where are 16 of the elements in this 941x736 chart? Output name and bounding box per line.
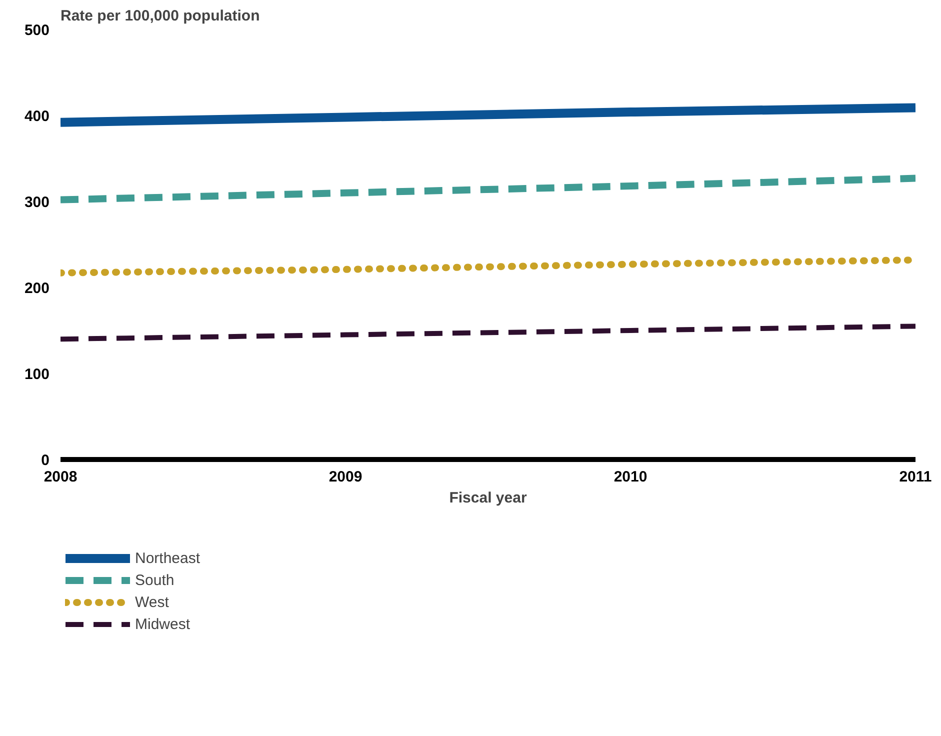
legend-label: South [135, 572, 174, 588]
x-tick-label: 2008 [44, 468, 78, 486]
y-tick-label: 100 [24, 366, 50, 383]
x-tick-label: 2009 [328, 468, 362, 486]
y-tick-label: 500 [24, 22, 50, 39]
x-axis-title: Fiscal year [449, 490, 527, 506]
legend-label: West [135, 594, 169, 610]
y-axis-title: Rate per 100,000 population [60, 8, 260, 24]
legend-label: Northeast [135, 550, 200, 566]
y-tick-label: 300 [24, 194, 50, 211]
y-tick-label: 400 [24, 108, 50, 125]
x-tick-label: 2011 [899, 468, 932, 486]
y-tick-label: 0 [41, 452, 50, 469]
y-tick-label: 200 [24, 280, 50, 297]
legend-label: Midwest [135, 616, 190, 632]
x-tick-label: 2010 [614, 468, 648, 486]
